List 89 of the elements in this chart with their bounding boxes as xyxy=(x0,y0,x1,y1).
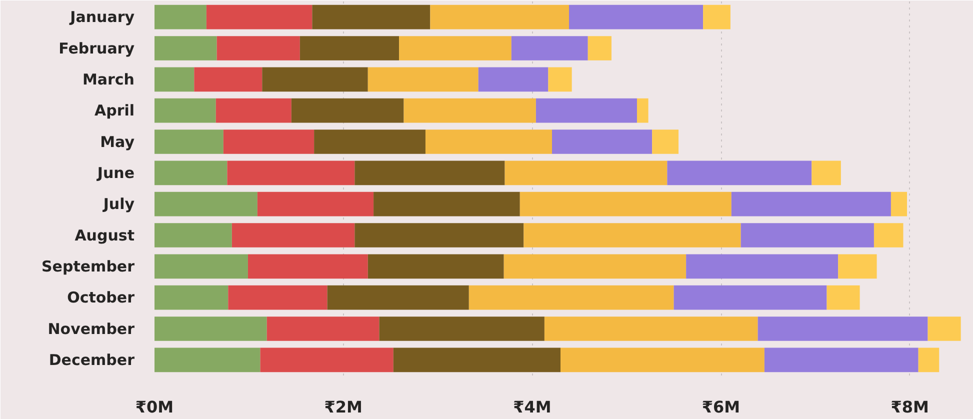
bar xyxy=(154,98,216,123)
bar xyxy=(154,316,267,341)
bar xyxy=(154,36,217,60)
x-tick-label: ₹4M xyxy=(513,398,552,416)
bar xyxy=(257,192,374,216)
y-tick-label: May xyxy=(100,132,135,151)
bar xyxy=(838,254,877,279)
bar xyxy=(731,192,891,216)
bar xyxy=(266,316,380,341)
bar xyxy=(232,223,355,248)
bar xyxy=(291,98,404,123)
y-tick-label: April xyxy=(94,102,135,120)
bar xyxy=(588,36,612,60)
bar xyxy=(520,192,732,216)
bar xyxy=(544,316,758,341)
y-tick-label: March xyxy=(82,70,135,88)
bar xyxy=(890,192,908,216)
bar xyxy=(248,254,368,279)
bar xyxy=(354,160,505,186)
bar xyxy=(393,348,560,372)
y-tick-label: January xyxy=(69,8,135,26)
bar xyxy=(740,223,874,248)
bar xyxy=(300,36,400,60)
x-tick-label: ₹6M xyxy=(702,398,740,416)
x-tick-label: ₹8M xyxy=(890,398,929,416)
y-tick-label: June xyxy=(96,164,135,182)
bar xyxy=(314,130,426,154)
bar xyxy=(154,160,228,186)
bar xyxy=(674,285,827,310)
bar xyxy=(536,98,637,123)
bar xyxy=(404,98,536,123)
bar xyxy=(504,160,668,186)
bar xyxy=(478,67,548,92)
bar xyxy=(354,223,524,248)
bar xyxy=(430,4,569,30)
bar xyxy=(636,98,648,123)
bar xyxy=(262,67,368,92)
x-tick-label: ₹2M xyxy=(324,398,362,416)
bar xyxy=(228,285,328,310)
bar xyxy=(399,36,512,60)
bar xyxy=(511,36,588,60)
bar xyxy=(154,254,248,279)
bar xyxy=(374,192,520,216)
bar xyxy=(686,254,838,279)
bar xyxy=(368,254,504,279)
bar xyxy=(154,285,228,310)
bar xyxy=(524,223,741,248)
y-tick-label: August xyxy=(74,226,135,244)
bar xyxy=(560,348,764,372)
bar xyxy=(504,254,686,279)
bar xyxy=(468,285,674,310)
y-tick-label: December xyxy=(48,350,136,369)
y-tick-label: February xyxy=(58,39,135,58)
bar xyxy=(758,316,928,341)
y-tick-label: October xyxy=(67,288,136,307)
bar xyxy=(154,192,258,216)
bar xyxy=(812,160,841,186)
bar xyxy=(928,316,961,341)
bar xyxy=(154,67,194,92)
bar xyxy=(216,98,292,123)
bar xyxy=(154,130,224,154)
bar xyxy=(154,223,232,248)
y-tick-label: July xyxy=(102,195,135,214)
y-tick-label: November xyxy=(48,320,136,338)
bar xyxy=(206,4,312,30)
y-tick-label: September xyxy=(42,257,136,276)
bar xyxy=(227,160,355,186)
x-tick-label: ₹0M xyxy=(135,398,174,416)
bar xyxy=(327,285,469,310)
bar xyxy=(154,348,260,372)
bar xyxy=(918,348,940,372)
bar xyxy=(652,130,679,154)
bar xyxy=(667,160,812,186)
bar xyxy=(260,348,394,372)
bar xyxy=(368,67,478,92)
bar xyxy=(194,67,262,92)
bar xyxy=(216,36,300,60)
bar xyxy=(223,130,314,154)
bar xyxy=(312,4,430,30)
bar xyxy=(826,285,860,310)
bar xyxy=(548,67,572,92)
bar xyxy=(379,316,544,341)
bar xyxy=(552,130,652,154)
bar xyxy=(874,223,904,248)
bar xyxy=(764,348,918,372)
bar xyxy=(154,4,206,30)
bar xyxy=(425,130,552,154)
bar xyxy=(569,4,704,30)
bar xyxy=(703,4,730,30)
